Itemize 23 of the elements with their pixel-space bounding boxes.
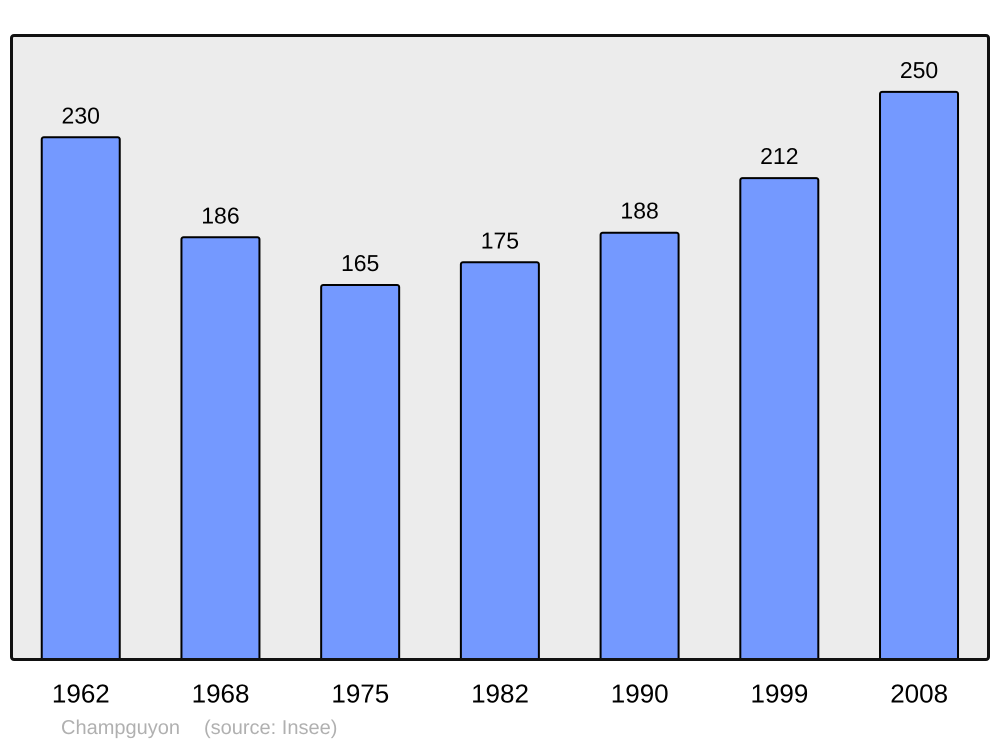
x-tick-label: 1975 [331,678,390,708]
data-label: 212 [760,143,798,170]
x-tick-label: 1968 [192,678,250,708]
bar [180,236,260,660]
bar [460,261,540,660]
text: (source: Insee) [204,717,338,740]
data-label: 165 [340,250,380,276]
x-tick-label: 1999 [750,678,808,708]
bar [320,284,400,660]
data-label: 175 [480,227,520,254]
data-label: 186 [201,202,240,228]
bar [40,136,121,660]
bar [600,232,680,660]
data-label: 188 [620,198,659,224]
data-label: 250 [900,56,938,83]
x-tick-label: 2008 [890,678,948,708]
x-tick-label: 1982 [471,678,529,708]
bar [739,177,820,660]
x-tick-label: 1990 [610,678,669,708]
x-tick-label: 1962 [52,678,110,708]
data-label: 230 [62,102,100,128]
bar [879,90,960,660]
text: Champguyon [61,717,180,740]
